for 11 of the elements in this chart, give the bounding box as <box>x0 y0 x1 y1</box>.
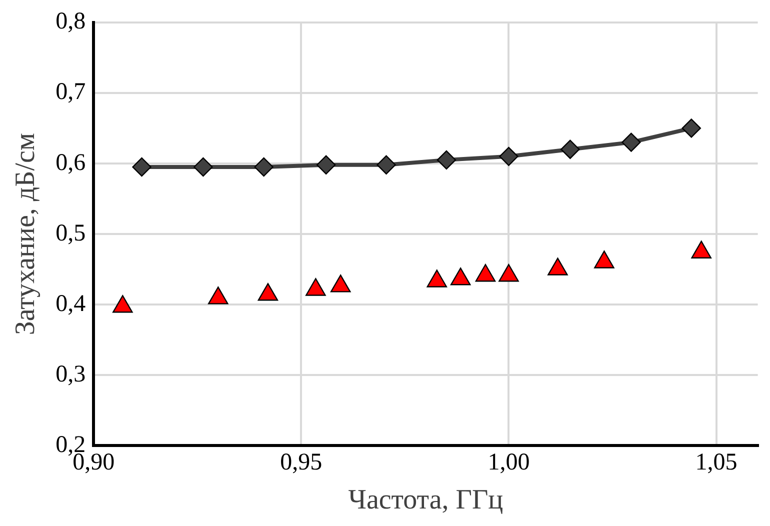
y-tick-label: 0,6 <box>56 150 86 176</box>
x-tick-label: 0,95 <box>280 449 322 476</box>
y-tick-label: 0,7 <box>56 79 86 106</box>
y-tick-label: 0,5 <box>56 220 86 246</box>
x-tick-label: 1,00 <box>488 449 530 476</box>
y-tick-label: 0,4 <box>56 290 86 317</box>
y-axis-title: Затухание, дБ/см <box>10 132 42 336</box>
y-tick-label: 0,8 <box>56 8 86 35</box>
y-tick-label: 0,3 <box>56 361 86 388</box>
x-axis-title: Частота, ГГц <box>348 484 504 516</box>
x-tick-label: 1,05 <box>695 449 738 476</box>
